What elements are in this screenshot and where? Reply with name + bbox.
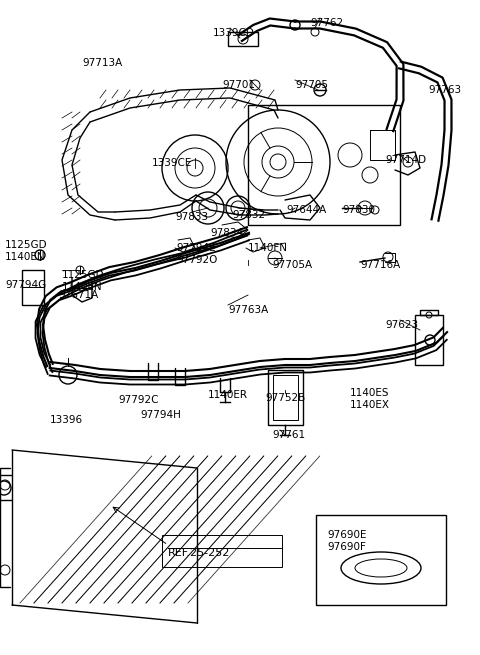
Bar (228, 32, 258, 46)
Bar (248, 105, 400, 225)
Text: 97705: 97705 (295, 80, 328, 90)
Text: 97792C: 97792C (118, 395, 158, 405)
Text: 97714D: 97714D (385, 155, 426, 165)
Text: 97623: 97623 (385, 320, 418, 330)
Bar (415, 315, 443, 365)
Text: 97833: 97833 (175, 212, 208, 222)
Text: 97834: 97834 (210, 228, 243, 238)
Text: 1339CD: 1339CD (213, 28, 255, 38)
Text: 97752B: 97752B (265, 393, 305, 403)
Text: 1339CE: 1339CE (152, 158, 192, 168)
Text: 97792O: 97792O (176, 255, 217, 265)
Text: 1125GD: 1125GD (62, 270, 105, 280)
Text: 97794G: 97794G (5, 280, 46, 290)
Text: 97713A: 97713A (82, 58, 122, 68)
Text: 97690F: 97690F (327, 542, 366, 552)
Text: 97761: 97761 (272, 430, 305, 440)
Text: 97762: 97762 (310, 18, 343, 28)
Bar (316, 515, 446, 605)
Text: 13396: 13396 (50, 415, 83, 425)
Text: 97705A: 97705A (272, 260, 312, 270)
Text: 97763: 97763 (428, 85, 461, 95)
Bar (268, 370, 303, 425)
Text: REF.25-252: REF.25-252 (168, 548, 230, 558)
Bar (22, 270, 44, 305)
Circle shape (270, 154, 286, 170)
Text: 97701: 97701 (222, 80, 255, 90)
Text: 97690E: 97690E (327, 530, 367, 540)
Text: 1140EN: 1140EN (62, 282, 103, 292)
Text: 1125GD: 1125GD (5, 240, 48, 250)
Bar (162, 535, 282, 567)
Text: 97716A: 97716A (360, 260, 400, 270)
Text: 97832: 97832 (232, 210, 265, 220)
Text: 97671A: 97671A (58, 290, 98, 300)
Text: 97644A: 97644A (286, 205, 326, 215)
Bar (273, 375, 298, 420)
Text: 97794H: 97794H (140, 410, 181, 420)
Text: 97763A: 97763A (228, 305, 268, 315)
Text: 97830: 97830 (342, 205, 375, 215)
Text: 1140ER: 1140ER (208, 390, 248, 400)
Text: 1140EX: 1140EX (350, 400, 390, 410)
Text: 1140FN: 1140FN (248, 243, 288, 253)
Text: 1140EN: 1140EN (5, 252, 46, 262)
Text: 97794E: 97794E (176, 243, 216, 253)
Text: 1140ES: 1140ES (350, 388, 389, 398)
